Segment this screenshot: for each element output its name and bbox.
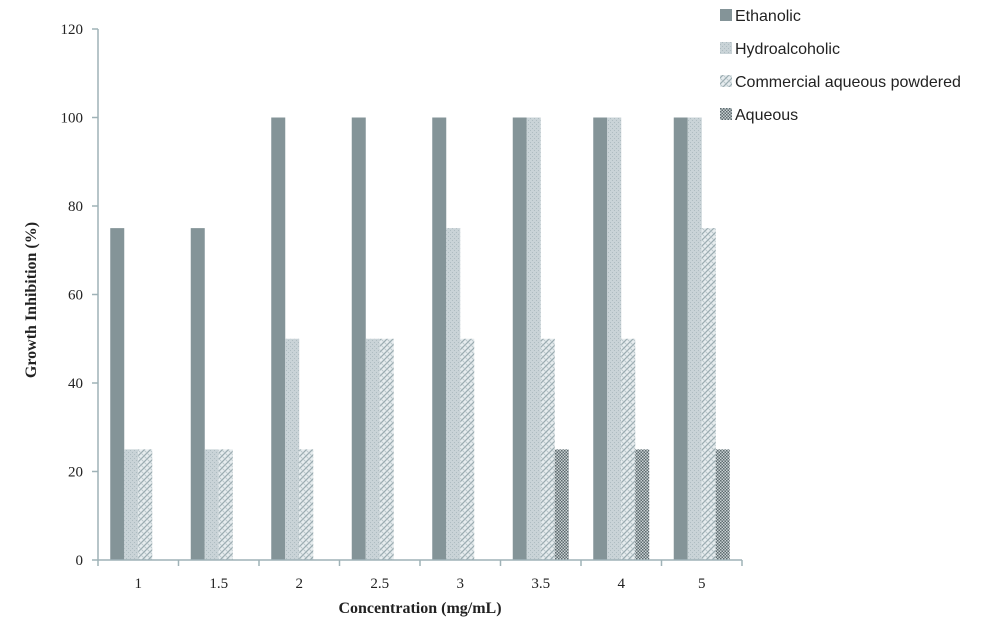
bar-hydroalcoholic-3 bbox=[446, 228, 461, 560]
x-axis-ticks: 1 1.5 2 2.5 3 3.5 4 5 bbox=[97, 560, 743, 592]
x-tick-label: 3 bbox=[457, 576, 465, 592]
y-tick-label: 20 bbox=[68, 465, 83, 481]
bar-hydroalcoholic-3-5 bbox=[526, 117, 541, 560]
y-axis-title: Growth Inhibition (%) bbox=[23, 222, 40, 378]
x-tick-label: 2.5 bbox=[370, 576, 389, 592]
y-tick-label: 80 bbox=[68, 199, 83, 215]
bar-ethanolic-2-5 bbox=[351, 117, 366, 560]
y-tick-label: 40 bbox=[68, 376, 83, 392]
bar-hydroalcoholic-1-5 bbox=[204, 449, 219, 560]
bar-aqueous-4 bbox=[635, 449, 650, 560]
legend-label-aqueous: Aqueous bbox=[735, 107, 798, 124]
bar-commercial-aqueous-powdered-5 bbox=[701, 228, 716, 560]
bar-ethanolic-5 bbox=[673, 117, 688, 560]
x-tick-label: 4 bbox=[618, 576, 626, 592]
bar-ethanolic-3 bbox=[432, 117, 447, 560]
x-tick-label: 1.5 bbox=[209, 576, 228, 592]
legend-swatch-aqueous bbox=[720, 108, 732, 120]
x-tick-label: 1 bbox=[135, 576, 143, 592]
x-tick-label: 2 bbox=[296, 576, 304, 592]
bar-commercial-aqueous-powdered-2-5 bbox=[379, 338, 394, 560]
x-tick-label: 5 bbox=[698, 576, 706, 592]
bar-ethanolic-2 bbox=[271, 117, 286, 560]
bar-hydroalcoholic-1 bbox=[124, 449, 139, 560]
y-tick-label: 100 bbox=[61, 111, 84, 127]
legend: Ethanolic Hydroalcoholic Commercial aqueou… bbox=[720, 8, 961, 124]
bar-hydroalcoholic-2-5 bbox=[365, 338, 380, 560]
x-tick-label: 3.5 bbox=[531, 576, 550, 592]
bar-hydroalcoholic-2 bbox=[285, 338, 300, 560]
bar-commercial-aqueous-powdered-3-5 bbox=[540, 338, 555, 560]
bar-commercial-aqueous-powdered-3 bbox=[460, 338, 475, 560]
y-tick-label: 60 bbox=[68, 288, 83, 304]
bar-hydroalcoholic-5 bbox=[687, 117, 702, 560]
bar-hydroalcoholic-4 bbox=[607, 117, 622, 560]
bar-commercial-aqueous-powdered-1-5 bbox=[218, 449, 233, 560]
y-axis-ticks: 0 20 40 60 80 100 120 bbox=[61, 22, 98, 569]
bar-aqueous-3-5 bbox=[554, 449, 569, 560]
legend-label-commercial-aqueous-powdered: Commercial aqueous powdered bbox=[735, 74, 961, 91]
legend-label-hydroalcoholic: Hydroalcoholic bbox=[735, 41, 840, 58]
bar-ethanolic-4 bbox=[593, 117, 608, 560]
bar-ethanolic-1 bbox=[110, 228, 125, 560]
y-tick-label: 0 bbox=[76, 553, 84, 569]
legend-swatch-hydroalcoholic bbox=[720, 42, 732, 54]
bar-ethanolic-3-5 bbox=[512, 117, 527, 560]
bar-aqueous-5 bbox=[715, 449, 730, 560]
legend-swatch-ethanolic bbox=[720, 9, 732, 21]
bar-commercial-aqueous-powdered-4 bbox=[621, 338, 636, 560]
legend-label-ethanolic: Ethanolic bbox=[735, 8, 801, 25]
bar-commercial-aqueous-powdered-2 bbox=[299, 449, 314, 560]
y-tick-label: 120 bbox=[61, 22, 84, 38]
bar-ethanolic-1-5 bbox=[190, 228, 205, 560]
bars-group bbox=[110, 117, 730, 560]
x-axis-title: Concentration (mg/mL) bbox=[338, 600, 501, 617]
bar-commercial-aqueous-powdered-1 bbox=[138, 449, 153, 560]
legend-swatch-commercial-aqueous-powdered bbox=[720, 75, 732, 87]
